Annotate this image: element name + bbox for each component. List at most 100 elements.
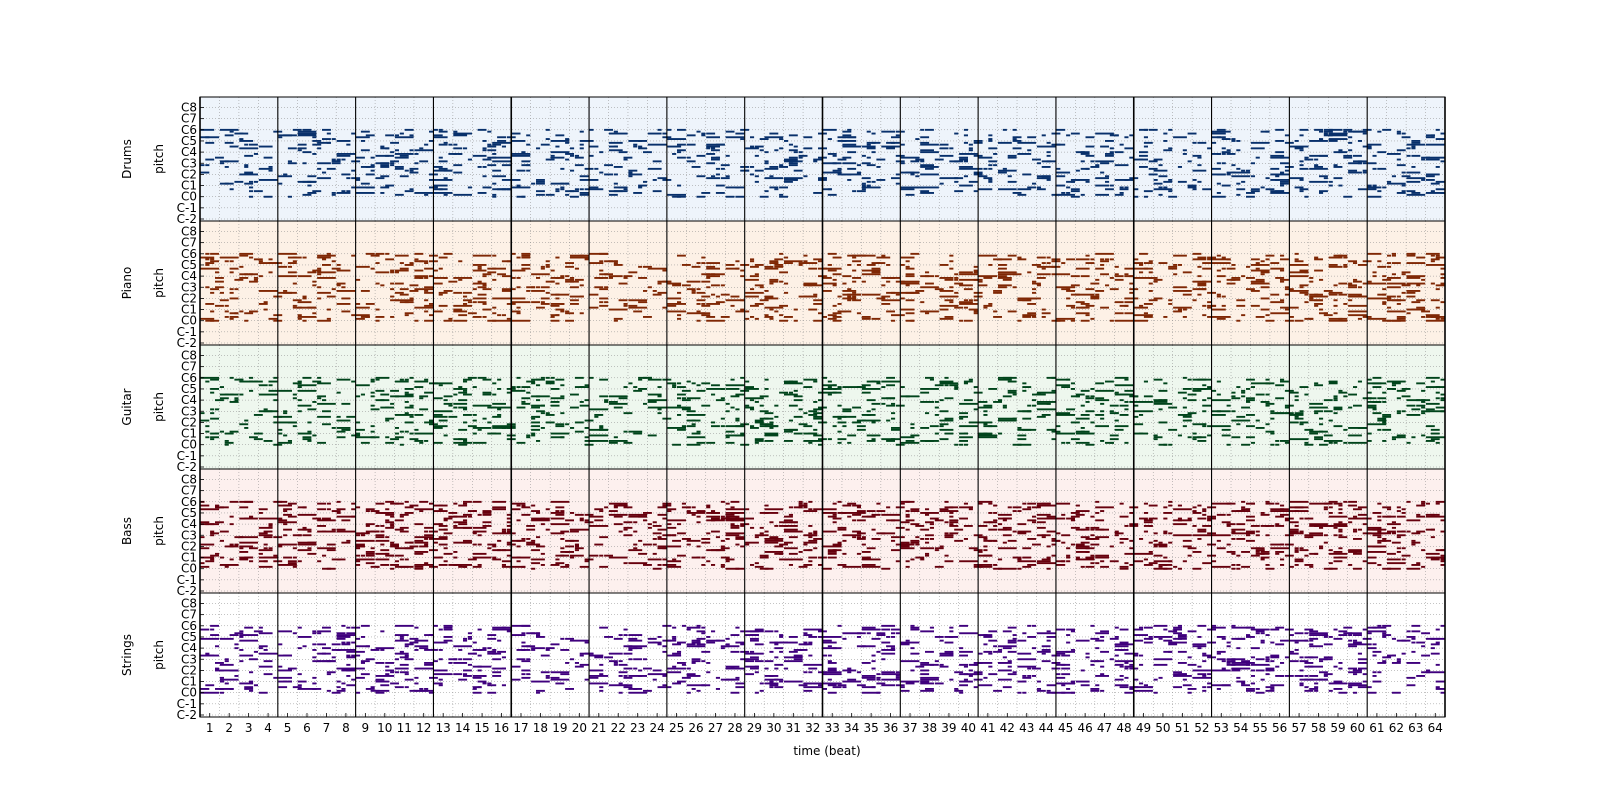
note — [293, 129, 302, 131]
note — [920, 151, 939, 153]
note — [1163, 316, 1167, 318]
note — [332, 510, 341, 512]
note — [1144, 312, 1148, 314]
note — [755, 318, 759, 320]
note — [769, 260, 778, 262]
note — [1076, 557, 1080, 559]
note — [1154, 555, 1163, 557]
note — [497, 388, 501, 390]
note — [1178, 392, 1187, 394]
note — [769, 521, 773, 523]
note — [1431, 381, 1435, 383]
note — [565, 153, 574, 155]
note — [765, 423, 774, 425]
note — [390, 542, 394, 544]
note — [833, 273, 842, 275]
note — [692, 433, 701, 435]
note — [1032, 288, 1036, 290]
note — [1358, 162, 1362, 164]
note — [1217, 255, 1221, 257]
note — [614, 262, 618, 264]
note — [439, 129, 443, 131]
note — [1334, 407, 1343, 409]
note — [672, 540, 681, 542]
note — [1231, 140, 1235, 142]
note — [706, 303, 720, 305]
note — [1295, 564, 1299, 566]
note — [954, 277, 958, 279]
note — [555, 309, 564, 311]
note — [638, 301, 647, 303]
note — [332, 138, 336, 140]
note — [395, 255, 409, 257]
note — [925, 553, 929, 555]
note — [580, 194, 589, 196]
note — [721, 388, 725, 390]
note — [745, 542, 759, 544]
note — [1392, 438, 1396, 440]
note — [585, 519, 589, 521]
note — [633, 386, 637, 388]
note — [755, 170, 764, 172]
note — [521, 397, 530, 399]
note — [1402, 292, 1406, 294]
note — [239, 394, 243, 396]
note — [1300, 168, 1309, 170]
note — [930, 518, 939, 520]
note — [1188, 436, 1192, 438]
note — [784, 140, 788, 142]
note — [225, 134, 234, 136]
note — [969, 181, 978, 183]
note — [1231, 568, 1235, 570]
note — [910, 427, 914, 429]
note — [794, 399, 803, 401]
note — [322, 423, 331, 425]
note — [750, 305, 759, 307]
note — [424, 305, 433, 307]
note — [1436, 392, 1440, 394]
note — [609, 275, 623, 277]
note — [356, 555, 360, 557]
note — [1129, 157, 1133, 159]
note — [332, 288, 336, 290]
note — [1324, 177, 1328, 179]
note — [1017, 438, 1026, 440]
note — [1193, 142, 1197, 144]
note — [337, 416, 341, 418]
note — [1042, 134, 1046, 136]
note — [1090, 516, 1094, 518]
note — [531, 429, 540, 431]
note — [1382, 422, 1386, 424]
note — [774, 525, 778, 527]
note — [1129, 283, 1133, 285]
note — [220, 160, 239, 162]
note — [200, 508, 219, 510]
note — [872, 408, 876, 410]
note — [959, 303, 978, 305]
note — [439, 292, 448, 294]
note — [740, 519, 744, 521]
note — [1095, 414, 1104, 416]
note — [590, 187, 599, 189]
note — [424, 194, 428, 196]
note — [823, 277, 832, 279]
note — [551, 512, 565, 514]
note — [794, 309, 798, 311]
note — [716, 168, 720, 170]
note — [906, 172, 915, 174]
note — [541, 427, 545, 429]
note — [692, 266, 701, 268]
note — [1193, 438, 1197, 440]
note — [823, 546, 842, 548]
note — [483, 521, 492, 523]
note — [434, 311, 443, 313]
note — [1134, 268, 1153, 270]
note — [1207, 307, 1211, 309]
note — [687, 538, 691, 540]
note — [1280, 172, 1284, 174]
note — [1076, 301, 1085, 303]
note — [1193, 551, 1202, 553]
note — [662, 547, 666, 549]
note — [604, 129, 613, 131]
note — [862, 187, 881, 189]
